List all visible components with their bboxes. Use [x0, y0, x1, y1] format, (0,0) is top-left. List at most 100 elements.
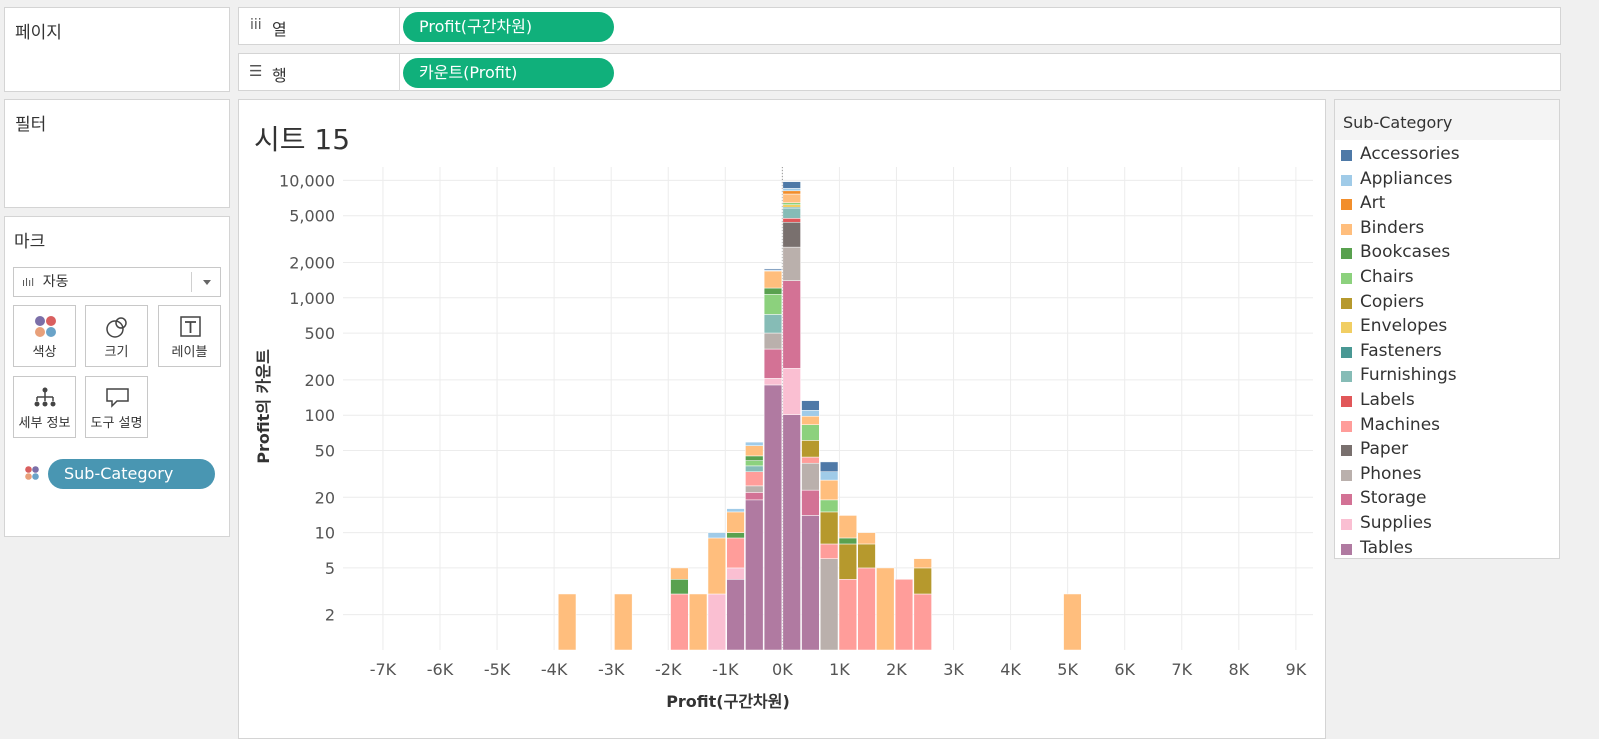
histogram-bar	[763, 294, 783, 315]
legend-swatch	[1341, 396, 1352, 407]
dropdown-separator	[191, 272, 192, 292]
histogram-bar	[726, 537, 745, 569]
y-tick-label: 500	[304, 324, 335, 343]
y-tick-label: 100	[304, 406, 335, 425]
x-tick-label: -1K	[712, 660, 739, 679]
y-tick-label: 2	[325, 606, 335, 625]
size-button[interactable]: 크기	[85, 305, 148, 367]
filters-card[interactable]: 필터	[4, 99, 230, 208]
histogram-bar	[820, 543, 839, 559]
histogram-bar	[782, 181, 801, 189]
row-pill[interactable]: 카운트(Profit)	[403, 58, 614, 88]
label-button[interactable]: 레이블	[158, 305, 221, 367]
histogram-bar	[670, 579, 689, 595]
legend-swatch	[1341, 445, 1352, 457]
color-button[interactable]: 색상	[13, 305, 76, 367]
color-pill[interactable]: Sub-Category	[48, 459, 215, 489]
histogram-bar	[726, 511, 745, 533]
histogram-bar	[670, 593, 689, 651]
histogram-chart: -7K -6K -5K -4K -3K -2K -1K 0K 1K 2K 3K 4K 5K 6K 7K 8K 9…	[254, 167, 1313, 711]
rows-shelf[interactable]: ☰ 행 카운트(Profit)	[238, 53, 1561, 91]
tooltip-button[interactable]: 도구 설명	[85, 376, 148, 438]
mark-type-dropdown[interactable]: ılıl 자동	[13, 267, 221, 297]
rows-divider	[399, 54, 400, 91]
legend-swatch	[1341, 248, 1352, 260]
pages-card: 페이지	[4, 7, 230, 92]
histogram-bar	[726, 508, 745, 513]
histogram-bar	[614, 593, 633, 651]
y-tick-label: 10	[315, 524, 335, 543]
text-label-icon	[180, 316, 201, 337]
histogram-bar	[820, 479, 839, 501]
histogram-bar	[763, 348, 783, 379]
histogram-bar	[782, 202, 801, 205]
legend-label: Machines	[1360, 414, 1441, 435]
legend-label: Bookcases	[1360, 242, 1451, 263]
legend-swatch	[1341, 297, 1352, 309]
histogram-bar	[820, 511, 839, 545]
y-tick-label: 10,000	[279, 171, 335, 190]
label-button-label: 레이블	[171, 345, 208, 360]
y-tick-label: 2,000	[289, 253, 335, 272]
histogram-bar	[763, 384, 783, 651]
columns-icon: iii	[250, 17, 262, 33]
x-tick-label: 2K	[886, 660, 907, 679]
legend-label: Binders	[1360, 217, 1425, 238]
legend-swatch	[1341, 150, 1352, 161]
sheet-title: 시트 15	[254, 123, 351, 156]
histogram-bar	[726, 579, 745, 651]
columns-shelf[interactable]: iii 열 Profit(구간차원)	[238, 7, 1561, 45]
legend-card: Sub-Category	[1334, 99, 1560, 559]
x-tick-label: -2K	[655, 660, 682, 679]
histogram-bar	[745, 441, 764, 446]
histogram-bar	[857, 532, 876, 545]
legend-swatch	[1341, 199, 1352, 211]
bar-chart-icon: ılıl	[22, 276, 35, 289]
histogram-bar	[745, 455, 764, 461]
histogram-bar	[857, 567, 876, 651]
legend-swatch	[1341, 174, 1352, 186]
legend-label: Chairs	[1360, 267, 1414, 287]
histogram-bar	[558, 593, 577, 651]
marks-title: 마크	[14, 232, 46, 252]
tooltip-icon	[106, 388, 129, 408]
histogram-bar	[745, 445, 764, 457]
columns-divider	[399, 8, 400, 45]
x-tick-label: -6K	[427, 660, 454, 679]
column-pill[interactable]: Profit(구간차원)	[403, 12, 614, 42]
x-tick-label: 7K	[1171, 660, 1192, 679]
color-button-label: 색상	[32, 345, 57, 360]
y-tick-label: 20	[315, 488, 335, 507]
x-tick-label: -4K	[541, 660, 568, 679]
histogram-bar	[763, 332, 783, 350]
x-tick-label: 4K	[1000, 660, 1021, 679]
histogram-bar	[707, 532, 726, 539]
x-tick-label: -5K	[484, 660, 511, 679]
histogram-bar	[763, 378, 783, 386]
histogram-bar	[782, 218, 801, 223]
x-tick-label: 5K	[1057, 660, 1078, 679]
histogram-bar	[745, 485, 764, 493]
detail-button[interactable]: 세부 정보	[13, 376, 76, 438]
histogram-bar	[913, 558, 932, 569]
histogram-bar	[838, 579, 857, 651]
histogram-bar	[782, 414, 801, 651]
detail-button-label: 세부 정보	[18, 416, 71, 431]
chevron-down-icon[interactable]	[203, 280, 211, 285]
legend-label: Envelopes	[1360, 316, 1448, 337]
legend-label: Appliances	[1360, 168, 1453, 189]
histogram-bar	[820, 471, 839, 481]
legend-swatch	[1341, 346, 1352, 358]
columns-label: 열	[272, 20, 287, 39]
histogram-bar	[820, 558, 839, 651]
y-axis-title: Profit의 카운트	[254, 349, 273, 464]
legend-label: Copiers	[1360, 291, 1425, 312]
x-tick-label: 9K	[1286, 660, 1307, 679]
legend-swatch	[1341, 519, 1352, 530]
histogram-bar	[689, 593, 708, 651]
legend-label: Tables	[1360, 537, 1413, 558]
x-axis-title: Profit(구간차원)	[666, 692, 790, 711]
legend-swatch	[1341, 469, 1352, 481]
legend-swatch	[1341, 371, 1352, 383]
histogram-bar	[820, 499, 839, 513]
